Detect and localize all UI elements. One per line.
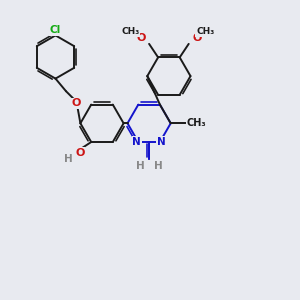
- Text: O: O: [192, 34, 202, 44]
- Text: CH₃: CH₃: [196, 27, 214, 36]
- Text: CH₃: CH₃: [187, 118, 207, 128]
- Text: CH₃: CH₃: [122, 27, 140, 36]
- Text: H: H: [64, 154, 73, 164]
- Text: O: O: [75, 148, 85, 158]
- Text: H: H: [154, 161, 163, 171]
- Text: Cl: Cl: [50, 25, 61, 35]
- Text: O: O: [72, 98, 81, 108]
- Text: O: O: [136, 34, 146, 44]
- Text: N: N: [157, 137, 166, 147]
- Text: N: N: [132, 137, 141, 147]
- Text: H: H: [136, 161, 145, 171]
